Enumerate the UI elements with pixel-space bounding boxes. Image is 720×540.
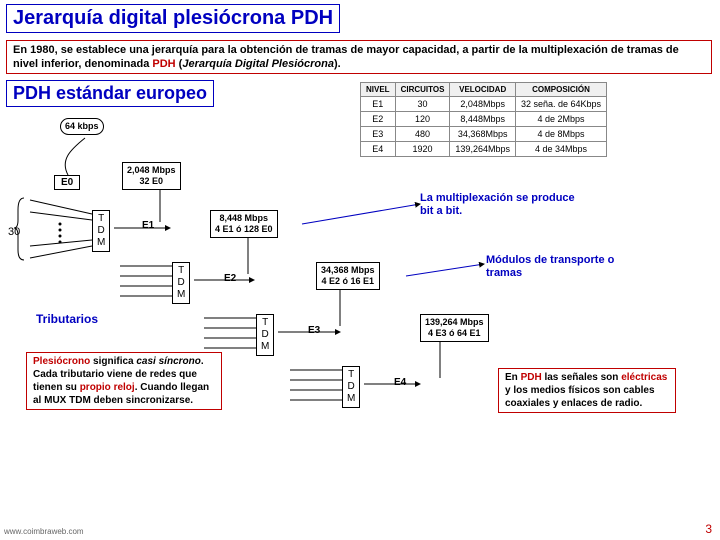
page-number: 3 bbox=[705, 522, 712, 536]
e4-label: E4 bbox=[388, 376, 412, 389]
mux-note: La multiplexación se produce bit a bit. bbox=[420, 192, 580, 218]
tdm-1: T D M bbox=[92, 210, 110, 252]
page-title: Jerarquía digital plesiócrona PDH bbox=[6, 4, 340, 33]
rate-2: 34,368 Mbps 4 E2 ó 16 E1 bbox=[316, 262, 380, 290]
footer-url: www.coimbraweb.com bbox=[4, 527, 84, 536]
subtitle: PDH estándar europeo bbox=[6, 80, 214, 107]
intro-text-c: Jerarquía Digital Plesiócrona bbox=[182, 58, 334, 70]
pdh-elec-box: En PDH las señales son eléctricas y los … bbox=[498, 368, 676, 413]
intro-text-a: En 1980, se establece una jerarquía para… bbox=[13, 44, 679, 70]
th-comp: COMPOSICIÓN bbox=[515, 83, 606, 97]
intro-pdh: PDH bbox=[152, 58, 175, 70]
e1-label: E1 bbox=[136, 219, 160, 232]
e3-label: E3 bbox=[302, 324, 326, 337]
tdm-2: T D M bbox=[172, 262, 190, 304]
pdh-table: NIVEL CIRCUITOS VELOCIDAD COMPOSICIÓN E1… bbox=[360, 82, 607, 157]
intro-text-d: ). bbox=[334, 58, 341, 70]
th-nivel: NIVEL bbox=[361, 83, 396, 97]
tributarios-label: Tributarios bbox=[36, 312, 98, 326]
e2-label: E2 bbox=[218, 272, 242, 285]
rate-3: 139,264 Mbps 4 E3 ó 64 E1 bbox=[420, 314, 489, 342]
mod-note: Módulos de transporte o tramas bbox=[486, 254, 636, 280]
th-circ: CIRCUITOS bbox=[395, 83, 450, 97]
tdm-4: T D M bbox=[342, 366, 360, 408]
plesiocrono-box: Plesiócrono significa casi síncrono. Cad… bbox=[26, 352, 222, 410]
tdm-3: T D M bbox=[256, 314, 274, 356]
th-vel: VELOCIDAD bbox=[450, 83, 516, 97]
intro-box: En 1980, se establece una jerarquía para… bbox=[6, 40, 712, 74]
rate-1: 8,448 Mbps 4 E1 ó 128 E0 bbox=[210, 210, 278, 238]
rate-0: 2,048 Mbps 32 E0 bbox=[122, 162, 181, 190]
e0-label: E0 bbox=[54, 175, 80, 190]
thirty-label: 30 bbox=[8, 226, 20, 238]
kbps-box: 64 kbps bbox=[60, 118, 104, 135]
